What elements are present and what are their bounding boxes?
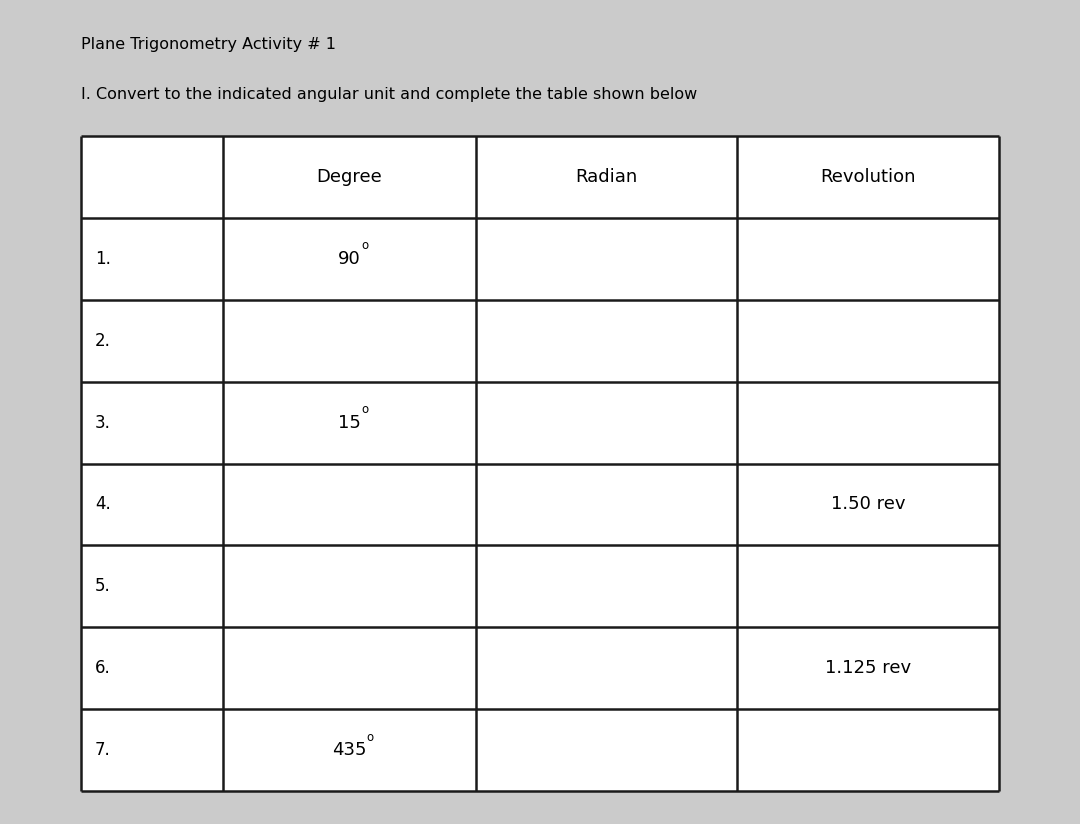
Text: I. Convert to the indicated angular unit and complete the table shown below: I. Convert to the indicated angular unit… [81, 87, 698, 101]
Text: 1.: 1. [95, 250, 111, 268]
Text: o: o [367, 731, 374, 744]
Text: Revolution: Revolution [821, 168, 916, 186]
Text: 15: 15 [338, 414, 361, 432]
Text: 6.: 6. [95, 659, 111, 677]
Text: 90: 90 [338, 250, 361, 268]
Text: o: o [361, 240, 368, 252]
Bar [81, 136, 999, 791]
Text: 3.: 3. [95, 414, 111, 432]
Text: Degree: Degree [316, 168, 382, 186]
Text: Radian: Radian [576, 168, 637, 186]
Text: Plane Trigonometry Activity # 1: Plane Trigonometry Activity # 1 [81, 37, 336, 52]
Text: 435: 435 [333, 741, 367, 759]
Text: 1.125 rev: 1.125 rev [825, 659, 912, 677]
Text: 1.50 rev: 1.50 rev [831, 495, 905, 513]
Text: 4.: 4. [95, 495, 111, 513]
Text: 5.: 5. [95, 578, 111, 595]
Text: 7.: 7. [95, 741, 111, 759]
Text: o: o [361, 403, 368, 416]
Text: 2.: 2. [95, 332, 111, 349]
